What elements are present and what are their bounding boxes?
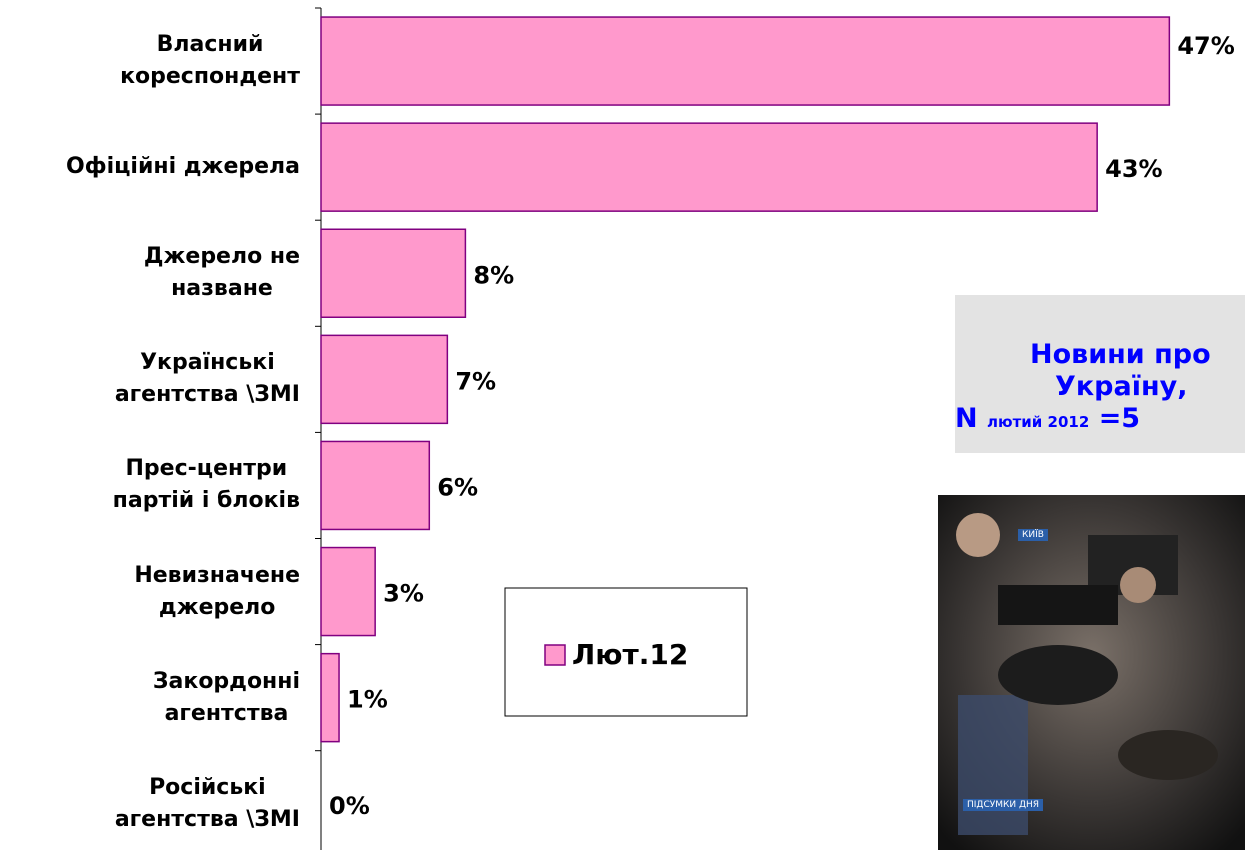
category-label: Офіційні джерела: [66, 154, 300, 180]
photo-art: [938, 495, 1245, 850]
category-label: Прес-центри партій і блоків: [112, 456, 300, 514]
category-label: Українські агентства \ЗМІ: [114, 350, 300, 408]
photo: КИЇВ ПІДСУМКИ ДНЯ: [938, 495, 1245, 850]
info-line: Новини про: [1030, 339, 1211, 370]
bar: [320, 546, 376, 637]
info-text: =5: [1098, 403, 1141, 434]
value-label: 3%: [383, 580, 424, 608]
info-text: лютий 2012: [987, 413, 1090, 431]
category-label: Джерело не назване: [143, 244, 300, 302]
bar: [320, 16, 1171, 106]
category-label: Невизначене джерело: [134, 562, 300, 620]
legend-label: Лют.12: [572, 638, 688, 671]
bar: [320, 334, 449, 425]
info-line: Україну,: [1055, 371, 1188, 402]
value-label: 0%: [329, 792, 370, 820]
photo-caption: ПІДСУМКИ ДНЯ: [963, 799, 1044, 811]
bar: [320, 228, 467, 318]
value-label: 47%: [1177, 32, 1234, 60]
value-label: 8%: [473, 261, 514, 289]
value-label: 7%: [455, 367, 496, 395]
info-line: N лютий 2012 =5: [955, 403, 1140, 434]
legend-swatch: [544, 644, 566, 666]
value-label: 6%: [437, 473, 478, 501]
bar: [320, 122, 1098, 212]
info-box: Новини про Україну, N лютий 2012 =5: [955, 295, 1245, 453]
info-text: N: [955, 403, 978, 434]
category-label: Власний кореспондент: [120, 32, 300, 90]
bar: [320, 652, 340, 743]
bar: [320, 440, 431, 531]
category-label: Закордонні агентства: [152, 668, 300, 726]
category-label: Російські агентства \ЗМІ: [114, 774, 300, 832]
value-label: 1%: [347, 686, 388, 714]
value-label: 43%: [1105, 155, 1162, 183]
photo-caption: КИЇВ: [1018, 529, 1048, 541]
